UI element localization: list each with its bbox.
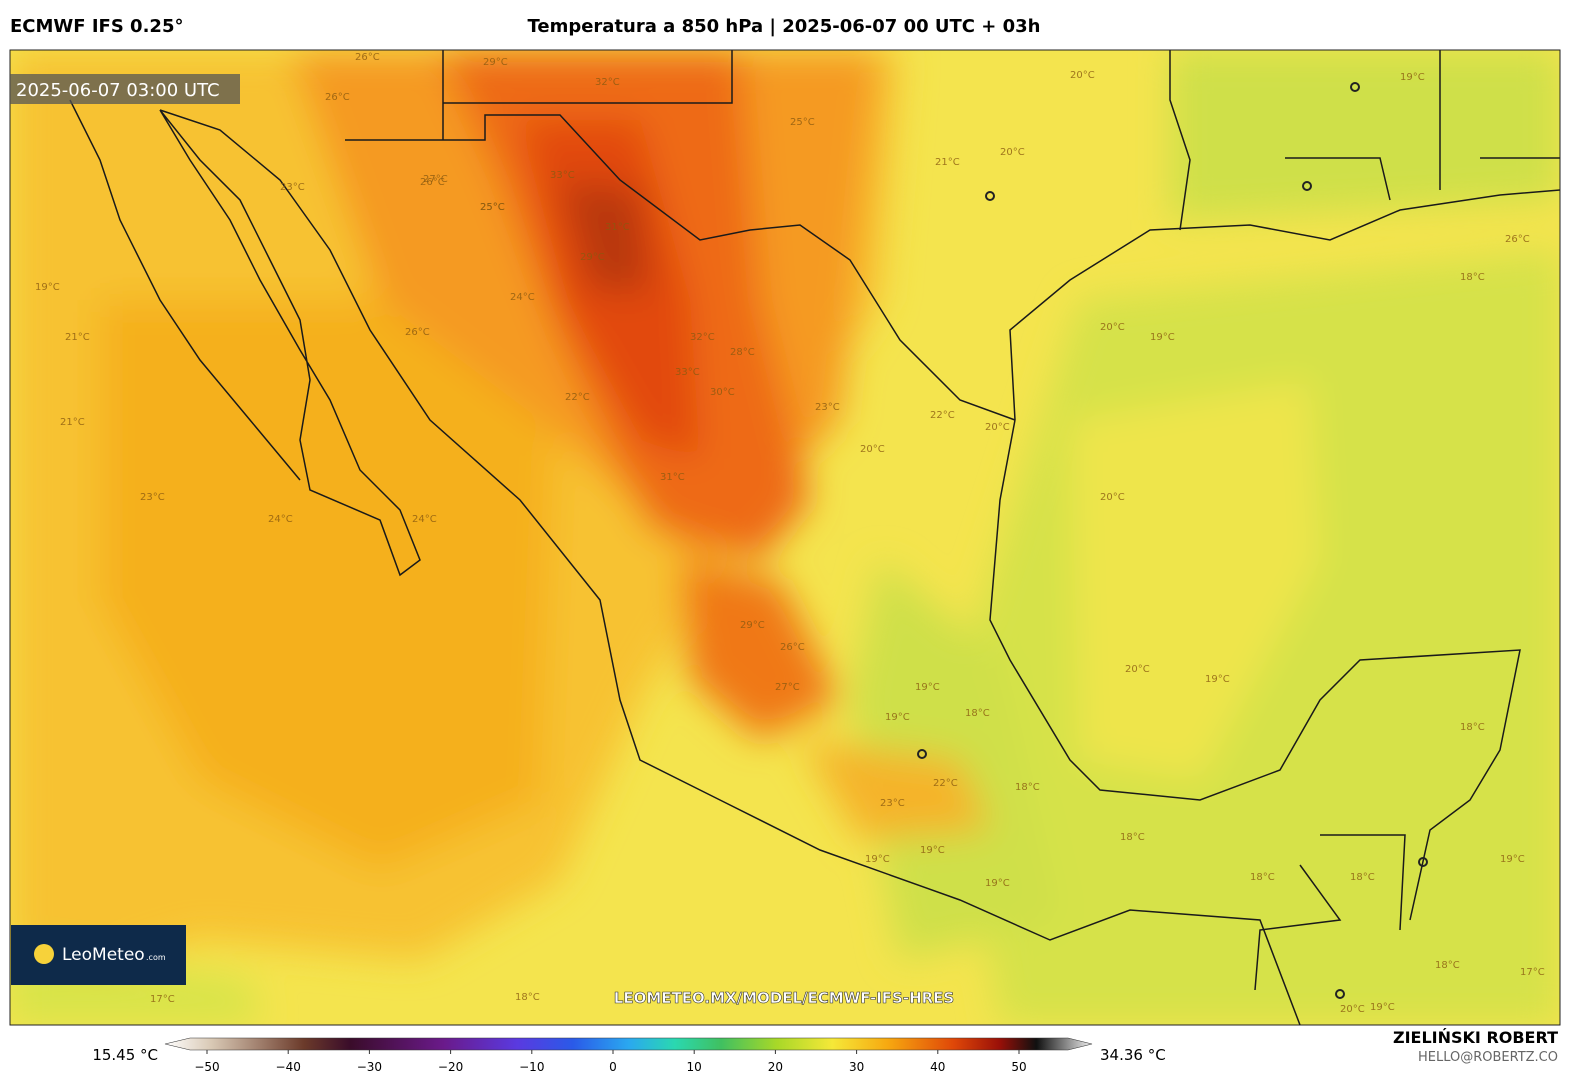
colorbar-min: 15.45 °C bbox=[92, 1046, 158, 1064]
model-name: ECMWF IFS 0.25° bbox=[10, 16, 183, 37]
contour-label: 19°C bbox=[865, 854, 890, 865]
contour-label: 19°C bbox=[1370, 1002, 1395, 1013]
colorbar-tick-label: 20 bbox=[768, 1060, 783, 1074]
colorbar-tick-label: 10 bbox=[687, 1060, 702, 1074]
contour-label: 20°C bbox=[1340, 1004, 1365, 1015]
contour-label: 24°C bbox=[412, 514, 437, 525]
contour-label: 22°C bbox=[565, 392, 590, 403]
contour-label: 23°C bbox=[815, 402, 840, 413]
contour-label: 19°C bbox=[920, 845, 945, 856]
contour-label: 18°C bbox=[1460, 722, 1485, 733]
contour-label: 18°C bbox=[1435, 960, 1460, 971]
time-box bbox=[10, 74, 240, 104]
contour-label: 22°C bbox=[930, 410, 955, 421]
colorbar-max: 34.36 °C bbox=[1100, 1046, 1166, 1064]
contour-label: 27°C bbox=[775, 682, 800, 693]
contour-label: 19°C bbox=[1150, 332, 1175, 343]
contour-label: 19°C bbox=[1205, 674, 1230, 685]
contour-label: 18°C bbox=[965, 708, 990, 719]
contour-label: 20°C bbox=[1100, 322, 1125, 333]
map: 26°C 29°C 32°C 26°C 25°C 20°C 19°C 21°C 26°C 23°C… bbox=[10, 50, 1560, 1025]
contour-label: 29°C bbox=[483, 57, 508, 68]
contour-label: 19°C bbox=[985, 878, 1010, 889]
contour-label: 29°C bbox=[740, 620, 765, 631]
contour-label: 32°C bbox=[595, 77, 620, 88]
contour-label: 23°C bbox=[280, 182, 305, 193]
contour-label: 26°C bbox=[1505, 234, 1530, 245]
contour-label: 18°C bbox=[1250, 872, 1275, 883]
contour-label: 30°C bbox=[710, 387, 735, 398]
contour-label: 29°C bbox=[580, 252, 605, 263]
contour-label: 20°C bbox=[985, 422, 1010, 433]
contour-label: 17°C bbox=[1520, 967, 1545, 978]
contour-label: 19°C bbox=[1500, 854, 1525, 865]
contour-label: 21°C bbox=[60, 417, 85, 428]
colorbar-tick-label: 30 bbox=[849, 1060, 864, 1074]
contour-label: 20°C bbox=[1070, 70, 1095, 81]
contour-label: 33°C bbox=[675, 367, 700, 378]
contour-label: 27°C bbox=[423, 174, 448, 185]
colorbar-tick-label: −10 bbox=[519, 1060, 544, 1074]
valid-time: 2025-06-07 03:00 UTC bbox=[16, 80, 220, 101]
contour-label: 19°C bbox=[915, 682, 940, 693]
contour-label: 24°C bbox=[268, 514, 293, 525]
coastlines bbox=[69, 50, 1560, 1025]
watermark: LEOMETEO.MX/MODEL/ECMWF-IFS-HRES bbox=[614, 989, 954, 1007]
contour-label: 33°C bbox=[550, 170, 575, 181]
contour-label: 18°C bbox=[1120, 832, 1145, 843]
contour-label: 18°C bbox=[515, 992, 540, 1003]
contour-label: 19°C bbox=[885, 712, 910, 723]
contour-label: 32°C bbox=[690, 332, 715, 343]
contour-label: 26°C bbox=[420, 177, 445, 188]
contour-label: 20°C bbox=[1000, 147, 1025, 158]
colorbar-tick-label: −40 bbox=[276, 1060, 301, 1074]
colorbar-tick-label: 50 bbox=[1011, 1060, 1026, 1074]
colorbar-tick-label: −30 bbox=[357, 1060, 382, 1074]
contour-label: 28°C bbox=[730, 347, 755, 358]
colorbar bbox=[164, 1037, 1093, 1051]
colorbar-tick-label: −20 bbox=[438, 1060, 463, 1074]
logo-sun bbox=[34, 944, 54, 964]
contour-label: 21°C bbox=[65, 332, 90, 343]
contour-label: 21°C bbox=[935, 157, 960, 168]
email: HELLO@ROBERTZ.CO bbox=[1418, 1050, 1558, 1065]
contour-label: 26°C bbox=[405, 327, 430, 338]
map-frame bbox=[9, 49, 1561, 1026]
contour-label: 23°C bbox=[880, 798, 905, 809]
contour-label: 17°C bbox=[150, 994, 175, 1005]
contour-label: 25°C bbox=[790, 117, 815, 128]
contour-label: 24°C bbox=[510, 292, 535, 303]
contour-label: 23°C bbox=[140, 492, 165, 503]
contour-label: 25°C bbox=[480, 202, 505, 213]
contour-label: 18°C bbox=[1015, 782, 1040, 793]
contour-label: 20°C bbox=[1125, 664, 1150, 675]
colorbar-tick-label: −50 bbox=[194, 1060, 219, 1074]
cities bbox=[917, 82, 1428, 999]
contour-label: 26°C bbox=[780, 642, 805, 653]
contour-label: 22°C bbox=[933, 778, 958, 789]
author: ZIELIŃSKI ROBERT bbox=[1393, 1028, 1558, 1047]
contour-label: 20°C bbox=[1100, 492, 1125, 503]
colorbar-tick-label: 0 bbox=[609, 1060, 617, 1074]
contour-label: 26°C bbox=[355, 52, 380, 63]
logo-suffix: .com bbox=[146, 953, 166, 962]
colorbar-tick-label: 40 bbox=[930, 1060, 945, 1074]
contour-label: 20°C bbox=[860, 444, 885, 455]
contour-label: 31°C bbox=[605, 222, 630, 233]
contour-label: 19°C bbox=[35, 282, 60, 293]
contour-label: 18°C bbox=[1460, 272, 1485, 283]
contour-label: 26°C bbox=[325, 92, 350, 103]
contour-label: 18°C bbox=[1350, 872, 1375, 883]
logo: LeoMeteo bbox=[62, 945, 145, 965]
contour-label: 19°C bbox=[1400, 72, 1425, 83]
contour-label: 31°C bbox=[660, 472, 685, 483]
title: Temperatura a 850 hPa | 2025-06-07 00 UT… bbox=[527, 16, 1040, 37]
contour-label: 25°C bbox=[480, 202, 505, 213]
